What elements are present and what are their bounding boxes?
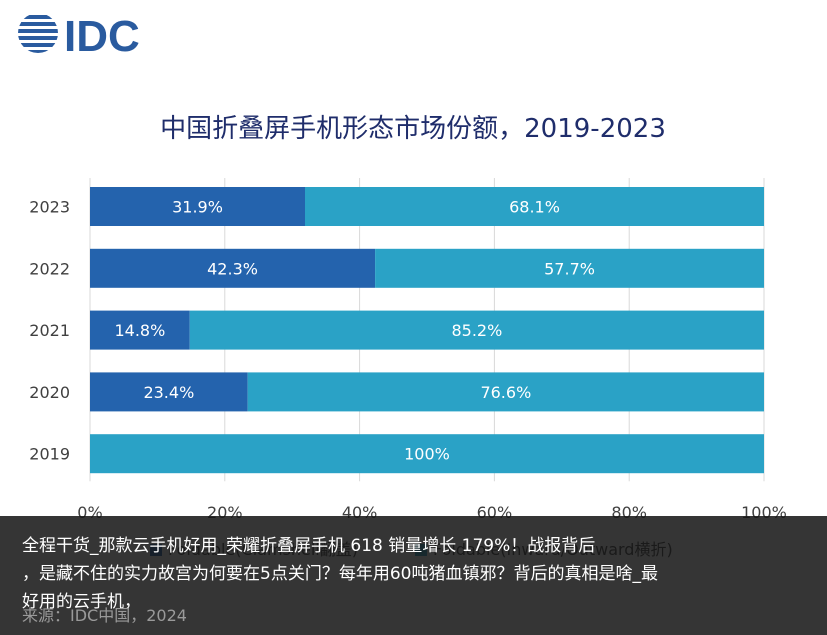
overlay-line: ，是藏不住的实力故宫为何要在5点关门？每年用60吨猪血镇邪？背后的真相是啥_最 [22,564,658,584]
overlay-line: 全程干货_那款云手机好用_荣耀折叠屏手机 618 销量增长 179%！战报背后 [22,536,596,556]
globe-icon [18,15,58,53]
logo-text: IDC [64,12,140,61]
category-label: 2023 [29,198,70,217]
chart-title: 中国折叠屏手机形态市场份额，2019-2023 [160,114,666,144]
data-label: 14.8% [114,321,165,340]
bar-segment [189,310,764,350]
idc-logo: IDC [18,12,140,61]
data-label: 100% [404,445,450,464]
bar-segment [90,372,248,412]
data-label: 57.7% [544,259,595,278]
category-label: 2020 [29,383,70,402]
data-label: 42.3% [207,259,258,278]
category-label: 2019 [29,445,70,464]
data-label: 23.4% [143,383,194,402]
data-label: 31.9% [172,198,223,217]
bar-segment [90,248,376,288]
overlay-line: 好用的云手机， [22,592,141,612]
bar-segment [90,187,306,226]
bar-segment [90,434,764,474]
bar-segment [375,248,764,288]
category-label: 2022 [29,259,70,278]
article-overlay[interactable]: 全程干货_那款云手机好用_荣耀折叠屏手机 618 销量增长 179%！战报背后 … [0,516,827,635]
data-label: 85.2% [451,321,502,340]
bar-segment [90,310,190,350]
data-label: 68.1% [509,198,560,217]
data-label: 76.6% [480,383,531,402]
source-note: 来源：IDC中国，2024 [22,606,187,625]
bar-segment [305,187,764,226]
category-label: 2021 [29,321,70,340]
bar-segment [247,372,764,412]
